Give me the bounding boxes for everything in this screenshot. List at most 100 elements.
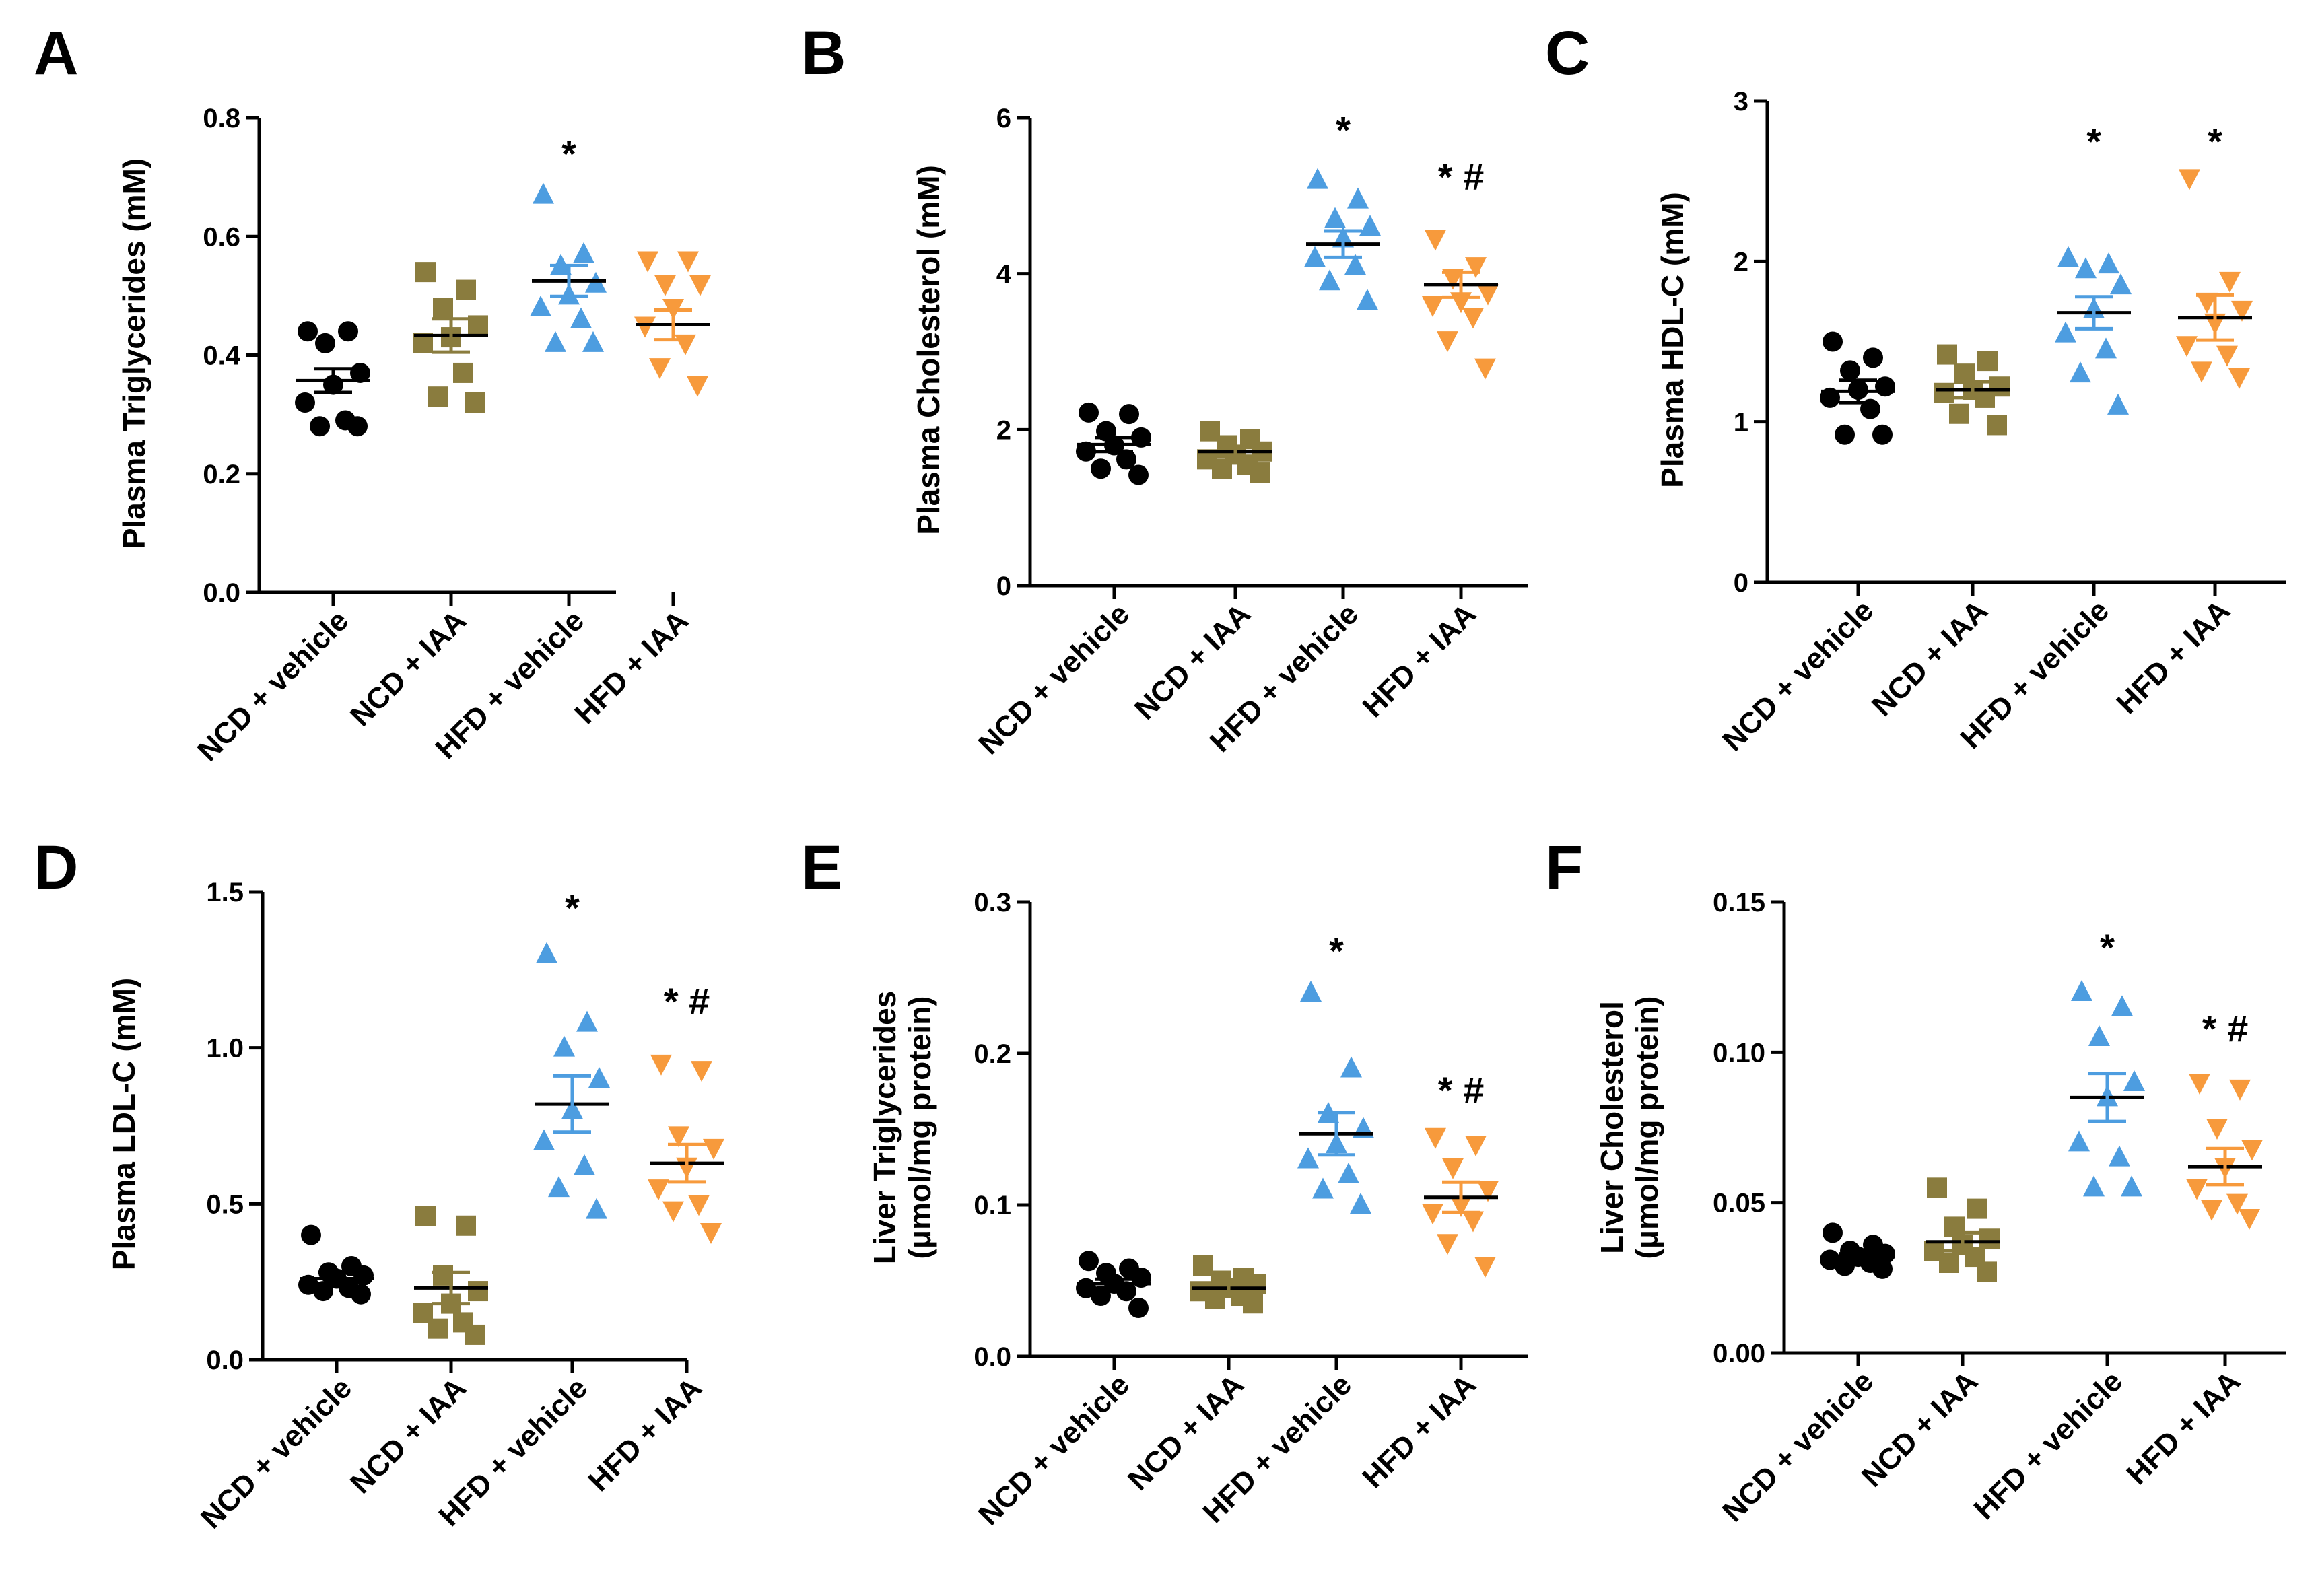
panel-f-point-hfd-vehicle xyxy=(2068,1130,2090,1152)
panel-a-point-hfd-iaa xyxy=(689,275,711,296)
panel-e-y-tick-label: 0.2 xyxy=(974,1039,1011,1069)
panel-c-point-ncd-vehicle xyxy=(1823,331,1843,352)
panel-b-x-tick-label-ncd-vehicle: NCD + vehicle xyxy=(972,597,1136,761)
panel-e-point-hfd-iaa xyxy=(1422,1204,1443,1225)
panel-a-letter: A xyxy=(34,19,78,88)
panel-d-point-hfd-iaa xyxy=(668,1126,689,1148)
panel-b-y-tick-label: 0 xyxy=(996,571,1011,601)
panel-c-series-hfd-iaa xyxy=(2176,169,2253,389)
panel-e-point-hfd-vehicle xyxy=(1300,981,1322,1002)
panel-f-point-ncd-iaa xyxy=(1979,1228,2000,1249)
panel-b-point-hfd-iaa xyxy=(1462,308,1484,329)
panel-d-x-tick-label-ncd-vehicle: NCD + vehicle xyxy=(195,1371,358,1535)
panel-a-series-ncd-iaa xyxy=(413,262,488,413)
panel-a-point-hfd-iaa xyxy=(675,334,696,355)
panel-f-y-tick-label: 0.05 xyxy=(1713,1189,1765,1218)
panel-f-point-ncd-iaa xyxy=(1939,1253,1959,1273)
panel-a-y-tick-label: 0.6 xyxy=(203,222,240,252)
panel-d-y-tick-label: 0.0 xyxy=(206,1346,244,1375)
panel-b-point-hfd-iaa xyxy=(1477,284,1499,306)
panel-c-point-ncd-iaa xyxy=(1949,403,1969,424)
panel-b-point-hfd-vehicle xyxy=(1357,289,1378,310)
panel-d-point-hfd-vehicle xyxy=(588,1067,610,1088)
panel-b-significance-hfd-vehicle: * xyxy=(1336,108,1351,151)
panel-e-point-hfd-vehicle xyxy=(1312,1177,1334,1199)
panel-c-x-tick-label-ncd-iaa: NCD + IAA xyxy=(1866,594,1994,722)
panel-d-y-tick-label: 1.5 xyxy=(206,878,244,907)
panel-a-point-hfd-iaa xyxy=(687,376,708,397)
panel-d-point-ncd-iaa xyxy=(415,1206,436,1226)
panel-e-point-ncd-vehicle xyxy=(1091,1286,1111,1306)
panel-f-point-hfd-iaa xyxy=(2206,1119,2228,1140)
panel-b-point-hfd-vehicle xyxy=(1347,187,1369,209)
panel-c-x-tick-label-ncd-vehicle: NCD + vehicle xyxy=(1716,594,1880,757)
panel-c-point-hfd-vehicle xyxy=(2098,252,2119,274)
panel-b-series-ncd-iaa xyxy=(1197,421,1272,483)
panel-d-point-ncd-iaa xyxy=(468,1281,488,1302)
panel-a-series-ncd-vehicle xyxy=(295,321,370,437)
panel-b-series-hfd-iaa xyxy=(1422,230,1499,380)
panel-a-point-hfd-vehicle xyxy=(570,307,592,328)
panel-a-point-ncd-vehicle xyxy=(347,416,368,437)
panel-f-point-hfd-vehicle xyxy=(2121,1175,2142,1197)
panel-c-significance-hfd-vehicle: * xyxy=(2086,120,2101,163)
panel-e-significance-hfd-vehicle: * xyxy=(1329,930,1344,972)
panel-b-point-hfd-vehicle xyxy=(1319,269,1340,291)
panel-e-point-hfd-vehicle xyxy=(1297,1147,1319,1169)
panel-b-point-hfd-iaa xyxy=(1425,230,1446,251)
panel-c-y-tick-label: 0 xyxy=(1734,568,1748,598)
panel-e-point-ncd-iaa xyxy=(1193,1255,1213,1276)
panel-e-point-ncd-vehicle xyxy=(1116,1281,1136,1302)
panel-d-series-hfd-iaa xyxy=(648,1054,724,1245)
panel-f-point-ncd-vehicle xyxy=(1875,1243,1895,1264)
panel-d-point-hfd-iaa xyxy=(648,1179,669,1201)
panel-b-point-hfd-iaa xyxy=(1437,331,1458,353)
panel-f-x-tick-label-hfd-iaa: HFD + IAA xyxy=(2120,1364,2247,1491)
panel-d-x-tick-label-ncd-iaa: NCD + IAA xyxy=(344,1371,473,1500)
panel-c-series-ncd-iaa xyxy=(1934,344,2010,436)
panel-f-point-ncd-vehicle xyxy=(1872,1258,1893,1279)
panel-e-point-hfd-vehicle xyxy=(1338,1163,1359,1183)
panel-a-x-tick-label-ncd-vehicle: NCD + vehicle xyxy=(191,604,355,767)
panel-a-point-hfd-iaa xyxy=(654,275,676,296)
panel-e-point-ncd-vehicle xyxy=(1079,1251,1099,1272)
panel-a-point-ncd-iaa xyxy=(415,262,436,283)
panel-b-y-tick-label: 4 xyxy=(996,260,1012,289)
panel-c-point-hfd-vehicle xyxy=(2075,257,2097,279)
panel-e-x-tick-label-hfd-iaa: HFD + IAA xyxy=(1356,1368,1483,1494)
panel-a-y-axis-label: Plasma Triglycerides (mM) xyxy=(116,158,151,549)
panel-f-point-ncd-iaa xyxy=(1927,1177,1947,1198)
panel-e-point-ncd-iaa xyxy=(1243,1293,1263,1314)
panel-a-y-tick-label: 0.4 xyxy=(203,341,240,371)
panel-f-point-hfd-vehicle xyxy=(2109,1145,2130,1167)
panel-a-point-ncd-iaa xyxy=(433,298,453,318)
panel-f-x-tick-label-ncd-vehicle: NCD + vehicle xyxy=(1716,1364,1880,1528)
panel-f-significance-hfd-iaa: * # xyxy=(2202,1008,2249,1050)
panel-f-y-axis-label: Liver Cholesterol xyxy=(1594,1001,1629,1254)
panel-e-y-tick-label: 0.1 xyxy=(974,1191,1011,1220)
panel-e-series-ncd-iaa xyxy=(1190,1255,1266,1314)
panel-b-point-hfd-iaa xyxy=(1474,358,1496,380)
panel-e-point-hfd-iaa xyxy=(1477,1181,1499,1202)
panel-c-point-hfd-iaa xyxy=(2219,271,2241,293)
panel-c-y-tick-label: 2 xyxy=(1734,247,1748,277)
panel-f-series-ncd-iaa xyxy=(1924,1177,2000,1282)
panel-d-point-ncd-iaa xyxy=(428,1318,448,1339)
panel-e-point-hfd-iaa xyxy=(1465,1136,1487,1156)
panel-b-point-hfd-vehicle xyxy=(1344,254,1366,275)
panel-f-point-hfd-vehicle xyxy=(2088,1025,2110,1046)
panel-a-point-hfd-iaa xyxy=(634,316,656,338)
panel-a-point-ncd-vehicle xyxy=(338,321,358,342)
panel-f-point-hfd-iaa xyxy=(2241,1140,2263,1161)
panel-f-point-hfd-iaa xyxy=(2186,1179,2208,1200)
panel-f-point-hfd-vehicle xyxy=(2123,1070,2145,1091)
panel-c-point-ncd-iaa xyxy=(1977,351,1998,372)
panel-c-point-ncd-vehicle xyxy=(1875,376,1895,397)
panel-f-letter: F xyxy=(1545,833,1583,902)
panel-a-y-tick-label: 0.2 xyxy=(203,460,240,489)
panel-c-y-tick-label: 1 xyxy=(1734,408,1748,438)
panel-a-series-hfd-vehicle xyxy=(530,182,607,352)
